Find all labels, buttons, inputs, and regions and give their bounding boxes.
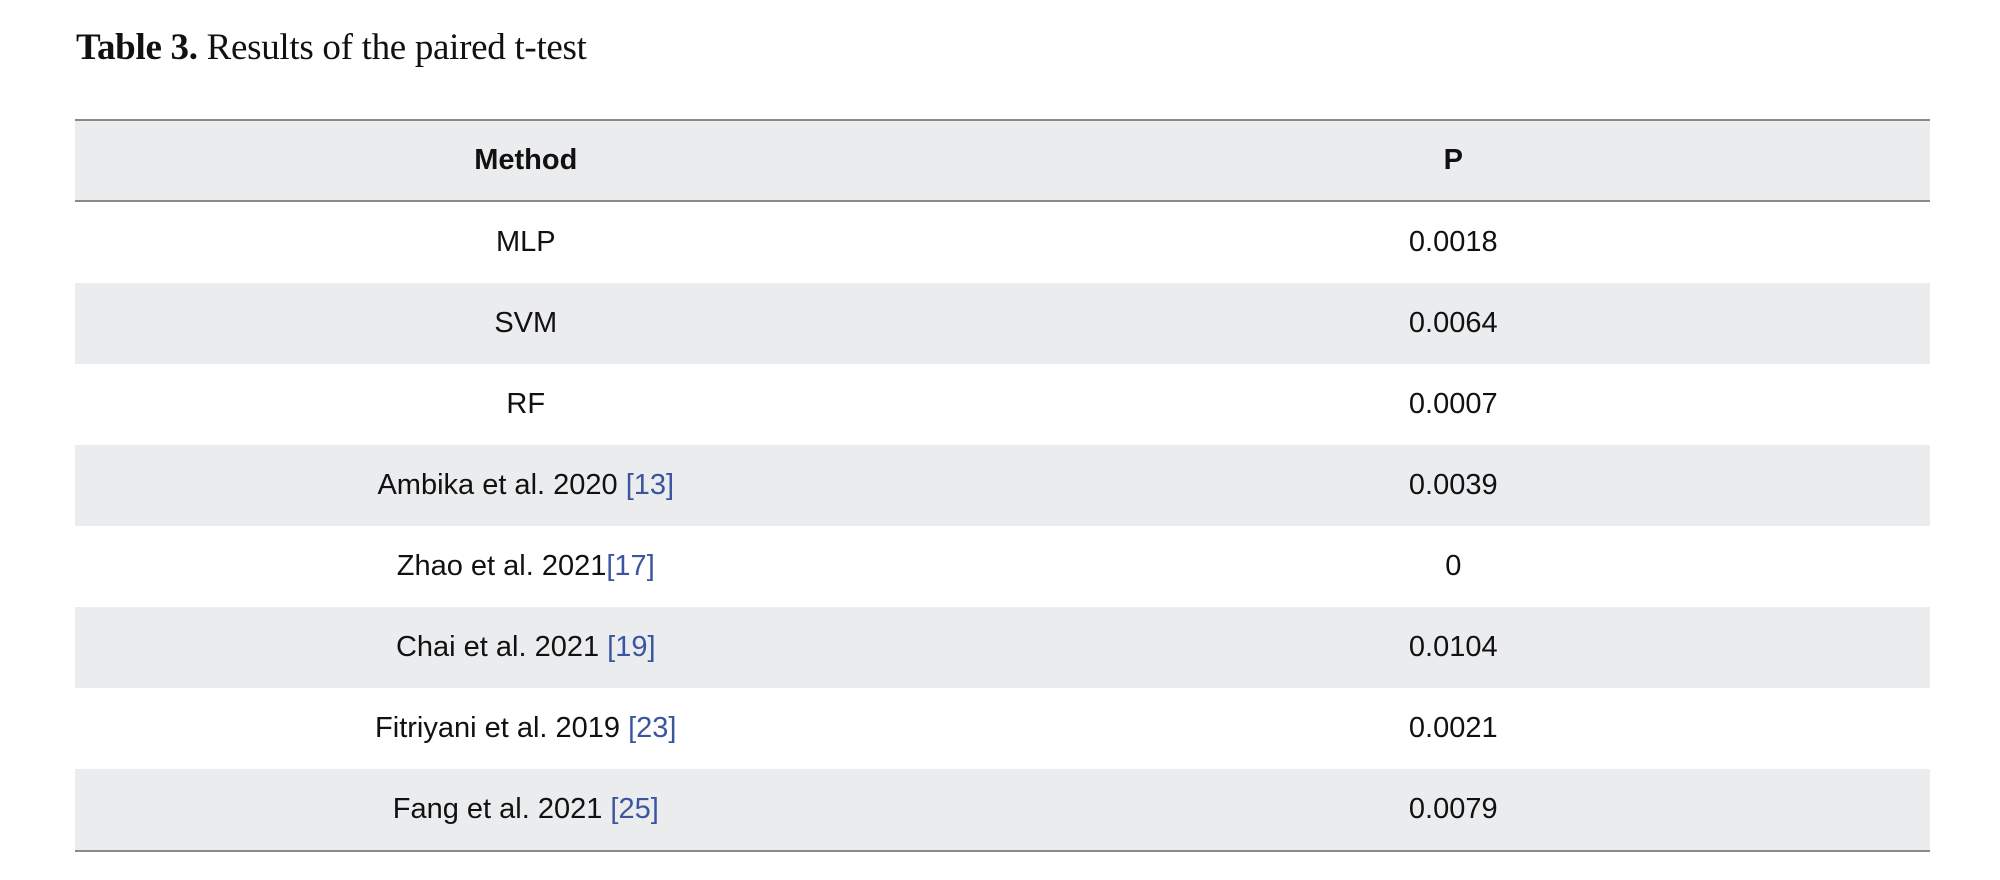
method-cell: RF [75,364,977,445]
method-cell: Fang et al. 2021 [25] [75,769,977,851]
method-cell: Fitriyani et al. 2019 [23] [75,688,977,769]
table-row: Chai et al. 2021 [19] 0.0104 [75,607,1930,688]
method-name: SVM [494,307,558,339]
method-name: RF [506,388,546,420]
ref-separator [620,712,628,744]
ref-separator [618,469,626,501]
p-value-cell: 0.0064 [1408,307,1498,339]
table-caption-text: Results of the paired t-test [197,27,587,68]
table-row: MLP 0.0018 [75,201,1930,283]
p-value-cell: 0.0039 [1408,469,1498,501]
p-value-cell: 0.0079 [1408,793,1498,825]
table-caption: Table 3. Results of the paired t-test [76,26,587,69]
column-header-method: Method [474,144,578,176]
ref-separator [599,631,607,663]
method-name: Fitriyani et al. 2019 [375,712,621,744]
table-row: RF 0.0007 [75,364,1930,445]
citation-link[interactable]: [13] [625,469,675,501]
method-name: Chai et al. 2021 [395,631,600,663]
p-value-cell: 0.0007 [1408,388,1498,420]
method-name: Zhao et al. 2021 [396,550,607,582]
method-cell: Zhao et al. 2021[17] [75,526,977,607]
citation-link[interactable]: [23] [628,712,677,744]
p-value-cell: 0.0104 [1408,631,1498,663]
table-caption-label: Table 3. [76,27,198,68]
citation-link[interactable]: [17] [606,550,655,582]
table-row: Fang et al. 2021 [25] 0.0079 [75,769,1930,851]
table-row: Fitriyani et al. 2019 [23] 0.0021 [75,688,1930,769]
method-cell: Ambika et al. 2020 [13] [75,445,977,526]
citation-link[interactable]: [19] [607,631,656,663]
table-row: Ambika et al. 2020 [13] 0.0039 [75,445,1930,526]
table-row: Zhao et al. 2021[17] 0 [75,526,1930,607]
column-header-p: P [1443,144,1463,176]
p-value-cell: 0 [1445,550,1462,582]
method-name: MLP [495,226,556,258]
method-cell: SVM [75,283,977,364]
citation-link[interactable]: [25] [610,793,659,825]
method-name: Ambika et al. 2020 [377,469,618,501]
p-value-cell: 0.0021 [1408,712,1498,744]
results-table-container: Method P MLP 0.0018 SVM 0.0064 RF 0.0007… [75,119,1930,852]
table-row: SVM 0.0064 [75,283,1930,364]
method-name: Fang et al. 2021 [392,793,603,825]
p-value-cell: 0.0018 [1408,226,1498,258]
method-cell: Chai et al. 2021 [19] [75,607,977,688]
paired-t-test-table: Method P MLP 0.0018 SVM 0.0064 RF 0.0007… [75,119,1930,852]
table-header-row: Method P [75,120,1930,201]
method-cell: MLP [75,201,977,283]
